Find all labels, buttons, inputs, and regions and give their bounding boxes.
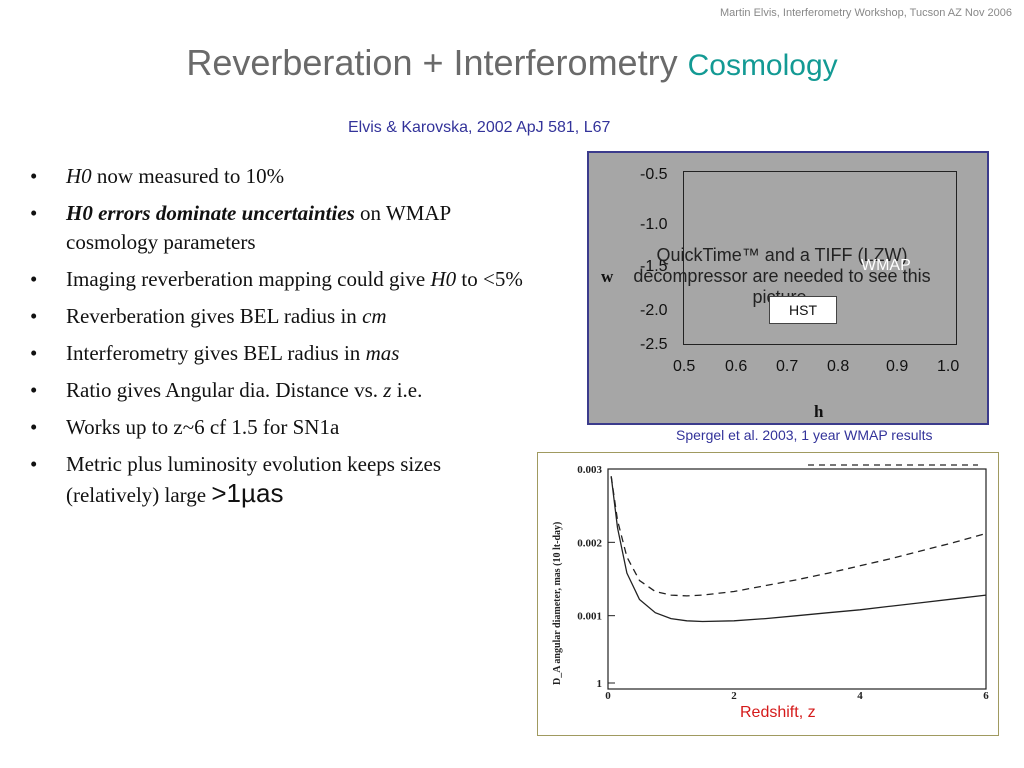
x-axis-label: Redshift, z: [740, 704, 816, 721]
angular-diameter-figure: 0.003 0.002 0.001 1 0 2 4 6 D_A angular diamete…: [537, 452, 999, 736]
bullet-text: i.e.: [391, 378, 423, 402]
bullet-dot: •: [30, 341, 38, 365]
placeholder-overlay-text: QuickTime™ and a TIFF (LZW) decompressor…: [633, 245, 931, 307]
bullet-dot: •: [30, 304, 38, 328]
angular-diameter-chart: 0.003 0.002 0.001 10 2 4 6 D_A angular diamete…: [552, 464, 989, 702]
bullet-dot: •: [30, 201, 38, 225]
x-tick: 0.5: [673, 358, 696, 375]
x-tick-label: 0: [605, 690, 611, 702]
x-tick: 0.9: [886, 358, 909, 375]
slide-title: Reverberation + Interferometry Cosmology: [0, 42, 1024, 84]
x-tick: 0.6: [725, 358, 748, 375]
wmap-figure: -0.5 -1.0 -1.5 -2.0 -2.5 0.5 0.6 0.7 0.8…: [587, 151, 989, 425]
y-tick-label: 0.001: [577, 611, 602, 623]
bullet-item: • Imaging reverberation mapping could giv…: [28, 265, 528, 294]
bullet-text: H0 errors dominate uncertainties: [66, 201, 355, 225]
bullet-dot: •: [30, 378, 38, 402]
y-tick-label: 1: [597, 678, 603, 690]
x-tick-label: 2: [731, 690, 737, 702]
bullet-item: • Metric plus luminosity evolution keeps …: [28, 450, 528, 510]
title-sub: Cosmology: [687, 49, 838, 82]
hst-label: HST: [769, 296, 837, 324]
bullet-list: • H0 now measured to 10% • H0 errors domina…: [28, 162, 528, 518]
bullet-dot: •: [30, 267, 38, 291]
y-tick: -1.0: [640, 216, 668, 233]
bullet-text: Imaging reverberation mapping could give: [66, 267, 431, 291]
bullet-item: • Works up to z~6 cf 1.5 for SN1a: [28, 413, 528, 442]
wmap-plot-frame: [683, 171, 957, 345]
y-axis-label: w: [601, 267, 614, 286]
bullet-text: >1µas: [211, 478, 284, 508]
y-tick: -2.5: [640, 336, 668, 353]
bullet-text: Works up to z~6 cf 1.5 for SN1a: [66, 415, 340, 439]
bullet-item: • H0 errors dominate uncertainties on WMA…: [28, 199, 528, 257]
x-tick-label: 4: [857, 690, 863, 702]
plot-frame: [607, 468, 987, 690]
y-tick-label: 0.003: [577, 464, 602, 476]
bullet-text: cm: [362, 304, 387, 328]
dashed-series-line: [610, 476, 987, 597]
solid-series-line: [610, 476, 987, 623]
y-tick: -2.0: [640, 302, 668, 319]
wmap-label: WMAP: [861, 257, 911, 274]
bullet-text: now measured to 10%: [91, 164, 285, 188]
x-axis-label: h: [814, 402, 824, 421]
x-tick-label: 6: [983, 690, 989, 702]
bullet-text: z: [383, 378, 392, 402]
bullet-text: Ratio gives Angular dia. Distance vs.: [66, 378, 384, 402]
bullet-text: Metric plus luminosity evolution keeps s…: [66, 452, 442, 507]
bullet-text: to <5%: [456, 267, 523, 291]
title-main: Reverberation + Interferometry: [186, 42, 678, 83]
citation: Elvis & Karovska, 2002 ApJ 581, L67: [348, 119, 611, 136]
wmap-caption: Spergel et al. 2003, 1 year WMAP results: [676, 427, 933, 443]
bullet-text: mas: [365, 341, 400, 365]
x-tick: 1.0: [937, 358, 960, 375]
bullet-dot: •: [30, 452, 38, 476]
y-tick-label: 0.002: [577, 537, 602, 549]
bullet-text: H0: [430, 267, 457, 291]
bullet-text: on WMAP cosmology parameters: [66, 201, 451, 254]
bullet-item: • H0 now measured to 10%: [28, 162, 528, 191]
x-tick: 0.7: [776, 358, 799, 375]
bullet-text: Interferometry gives BEL radius in: [66, 341, 366, 365]
y-tick: -1.5: [640, 258, 668, 275]
x-tick: 0.8: [827, 358, 850, 375]
bullet-dot: •: [30, 415, 38, 439]
y-tick: -0.5: [640, 166, 668, 183]
bullet-item: • Reverberation gives BEL radius in cm: [28, 302, 528, 331]
bullet-item: • Interferometry gives BEL radius in mas: [28, 339, 528, 368]
bullet-text: Reverberation gives BEL radius in: [66, 304, 363, 328]
bullet-item: • Ratio gives Angular dia. Distance vs. z…: [28, 376, 528, 405]
y-axis-label: D_A angular diameter, mas (10 lt-day): [552, 522, 563, 685]
bullet-dot: •: [30, 164, 38, 188]
bullet-text: H0: [66, 164, 92, 188]
header-note: Martin Elvis, Interferometry Workshop, T…: [719, 7, 1012, 19]
